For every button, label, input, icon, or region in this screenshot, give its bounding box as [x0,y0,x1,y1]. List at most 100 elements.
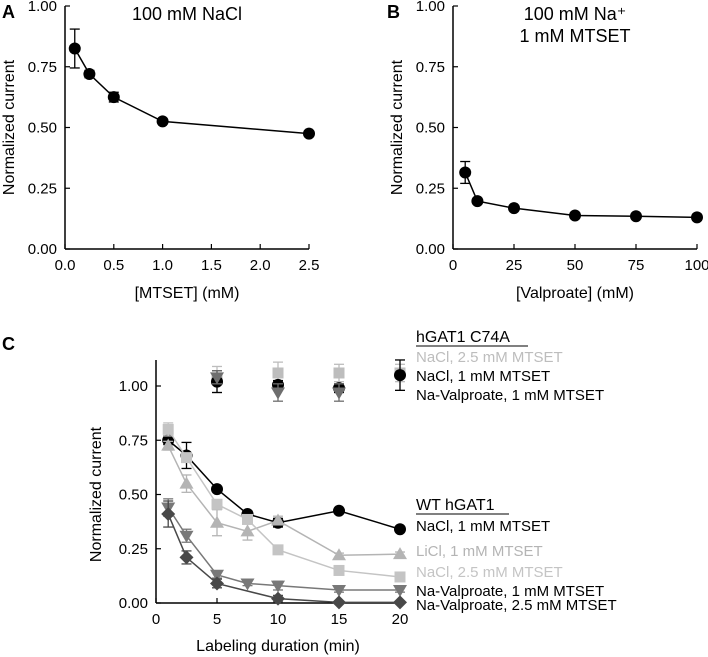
panel-c: C 0.00 0.25 0.50 0.75 1.00 0 5 10 15 20 Labeling du… [2,329,617,655]
y-tick-label: 0.25 [28,180,57,197]
y-tick-label: 0.00 [28,241,57,258]
data-point [271,387,285,400]
data-point [240,524,255,537]
data-point [156,115,169,128]
y-tick-label: 0.25 [119,541,148,558]
data-point [332,584,346,597]
legend-c74a: hGAT1 C74A NaCl, 2.5 mM MTSET NaCl, 1 mM M… [416,329,604,404]
y-tick-label: 1.00 [416,0,445,15]
data-point [161,438,176,451]
legend-label: NaCl, 2.5 mM MTSET [416,564,563,581]
y-tick-label: 0.50 [119,487,148,504]
data-point [272,367,284,379]
series [459,160,703,224]
data-point [394,523,406,536]
panel-label: C [2,334,15,354]
series [211,359,406,395]
data-point [242,513,253,525]
data-point [240,578,255,591]
data-point [332,595,346,610]
y-axis-label: Normalized current [88,426,105,562]
x-tick-label: 0.0 [55,257,76,274]
x-axis-label: [Valproate] (mM) [516,285,634,302]
data-point [179,550,194,565]
x-axis-label: Labeling duration (min) [196,638,360,655]
series-line [167,507,400,591]
x-tick-label: 0 [449,257,457,274]
series [161,498,407,597]
data-point [211,483,223,496]
data-point [271,513,285,526]
panel-label: B [387,2,400,22]
legend-label: Na-Valproate, 2.5 mM MTSET [416,597,617,614]
series-line [464,172,698,219]
data-point [83,68,96,81]
data-point [68,42,81,55]
y-tick-label: 0.00 [416,241,445,258]
series [210,370,346,402]
x-tick-label: 0 [152,611,160,628]
y-tick-label: 0.50 [28,120,57,137]
data-point [691,211,703,224]
data-point [333,564,345,576]
legend-title: hGAT1 C74A [416,329,510,346]
y-tick-label: 0.75 [119,432,148,449]
y-tick-label: 1.00 [119,378,148,395]
x-tick-label: 1.0 [152,257,173,274]
data-point [181,452,192,464]
x-tick-label: 50 [567,257,584,274]
data-point [210,372,224,385]
series [68,28,315,140]
series [211,361,406,394]
x-tick-label: 20 [392,611,409,628]
chart-subtitle: 1 mM MTSET [520,26,631,46]
series [161,438,407,561]
data-point [179,530,194,543]
series [162,422,406,583]
x-tick-label: 2.0 [250,257,271,274]
y-tick-label: 0.25 [416,180,445,197]
data-point [569,209,581,222]
data-point [393,547,407,560]
panel-b: B 0.00 0.25 0.50 0.75 1.00 0 25 50 75 100 [Valproat… [387,0,708,302]
data-point [210,576,224,591]
data-point [459,166,472,179]
data-point [179,476,194,489]
legend-label: Na-Valproate, 1 mM MTSET [416,583,604,600]
x-tick-label: 2.5 [299,257,320,274]
series [161,500,407,610]
legend-label: LiCl, 1 mM MTSET [416,543,543,560]
data-point [303,127,315,140]
chart-title: 100 mM Na⁺ [524,4,627,24]
legend-label: NaCl, 1 mM MTSET [416,368,550,385]
data-point [162,423,174,435]
x-tick-label: 15 [331,611,348,628]
series-line [167,513,400,604]
y-axis-label: Normalized current [1,59,18,195]
x-tick-label: 1.5 [201,257,222,274]
panel-label: A [2,2,15,22]
data-point [272,544,284,556]
data-point [210,569,224,582]
x-tick-label: 75 [628,257,645,274]
y-tick-label: 0.75 [416,59,445,76]
panel-a: A 0.00 0.25 0.50 0.75 1.00 0.0 0.5 1.0 1.5 2.0 2.5 [… [1,0,319,302]
x-tick-label: 100 [684,257,708,274]
legend-title: WT hGAT1 [416,497,495,514]
data-point [508,202,520,215]
data-point [332,548,346,561]
x-tick-label: 10 [270,611,287,628]
x-tick-label: 5 [213,611,221,628]
data-point [271,580,285,593]
series-line [167,439,401,530]
data-point [333,367,345,379]
data-point [393,595,407,610]
data-point [211,498,223,510]
legend-label: NaCl, 1 mM MTSET [416,518,550,535]
series [162,434,406,536]
data-point [333,504,345,517]
data-point [394,369,406,382]
data-point [471,195,484,208]
legend-wt: WT hGAT1 NaCl, 1 mM MTSET LiCl, 1 mM MTSET… [416,497,617,614]
